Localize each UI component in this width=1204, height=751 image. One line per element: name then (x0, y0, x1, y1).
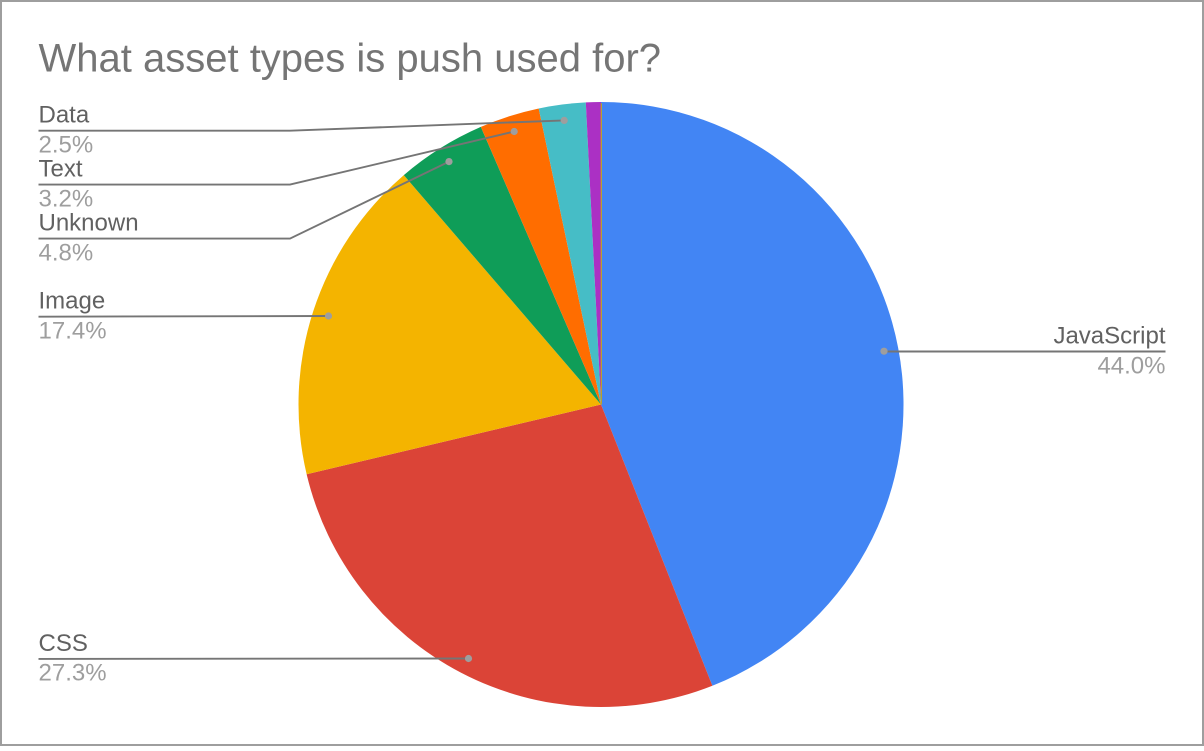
svg-text:What asset types is push used: What asset types is push used for? (39, 37, 662, 81)
svg-text:JavaScript: JavaScript (1053, 323, 1165, 350)
svg-text:4.8%: 4.8% (39, 239, 94, 266)
svg-text:CSS: CSS (39, 630, 88, 657)
svg-text:Data: Data (39, 102, 90, 129)
svg-text:Unknown: Unknown (39, 210, 139, 237)
svg-text:27.3%: 27.3% (39, 660, 107, 687)
svg-text:17.4%: 17.4% (39, 318, 107, 345)
svg-text:Text: Text (39, 156, 83, 183)
svg-text:Image: Image (39, 288, 106, 315)
svg-text:3.2%: 3.2% (39, 185, 94, 212)
svg-text:2.5%: 2.5% (39, 132, 94, 159)
svg-text:44.0%: 44.0% (1097, 352, 1165, 379)
